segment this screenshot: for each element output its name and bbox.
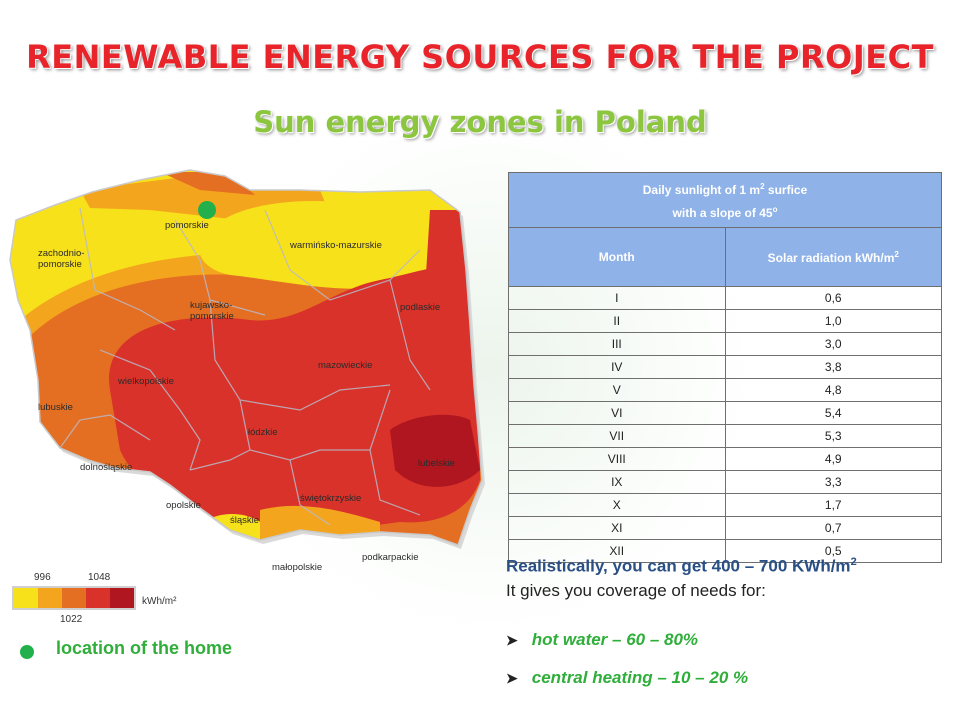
month-cell: IX <box>508 470 726 494</box>
column-header-radiation: Solar radiation kWh/m2 <box>724 227 942 287</box>
region-label: lubuskie <box>38 402 73 413</box>
region-label: opolskie <box>166 500 201 511</box>
map-legend: 996 1048 1022 kWh/m² <box>8 568 218 628</box>
month-cell: III <box>508 332 726 356</box>
table-row: III 3,0 <box>508 332 942 356</box>
table-row: VII 5,3 <box>508 424 942 448</box>
radiation-cell: 0,7 <box>724 516 942 540</box>
region-label: podkarpackie <box>362 552 419 563</box>
info-block: Realistically, you can get 400 – 700 KWh… <box>506 556 946 601</box>
list-item-text: central heating – 10 – 20 % <box>531 668 749 687</box>
home-location-marker <box>198 201 216 219</box>
month-cell: I <box>508 286 726 310</box>
region-label: pomorskie <box>165 220 209 231</box>
region-label: wielkopolskie <box>117 376 174 387</box>
realistic-yield-text: Realistically, you can get 400 – 700 KWh… <box>506 556 857 576</box>
legend-value-996: 996 <box>34 572 51 583</box>
list-item: ➤ central heating – 10 – 20 % <box>506 666 946 690</box>
arrow-bullet-icon: ➤ <box>506 669 518 686</box>
list-item-text: hot water – 60 – 80% <box>531 630 699 649</box>
table-row: VIII 4,9 <box>508 447 942 471</box>
location-legend-label: location of the home <box>56 638 233 658</box>
region-label: kujawsko- <box>190 300 232 311</box>
region-label: warmińsko-mazurskie <box>289 240 382 251</box>
radiation-cell: 0,6 <box>724 286 942 310</box>
table-row: XI 0,7 <box>508 516 942 540</box>
month-cell: IV <box>508 355 726 379</box>
table-row: XII 0,5 <box>508 539 942 563</box>
radiation-cell: 1,0 <box>724 309 942 333</box>
solar-radiation-table: Daily sunlight of 1 m2 surfice with a sl… <box>508 172 942 563</box>
arrow-bullet-icon: ➤ <box>506 631 518 648</box>
radiation-cell: 3,8 <box>724 355 942 379</box>
table-row: V 4,8 <box>508 378 942 402</box>
table-row: I 0,6 <box>508 286 942 310</box>
radiation-cell: 4,9 <box>724 447 942 471</box>
radiation-cell: 5,3 <box>724 424 942 448</box>
region-label: zachodnio- <box>38 248 84 259</box>
home-dot-icon <box>20 644 34 659</box>
month-cell: VII <box>508 424 726 448</box>
region-label: podlaskie <box>400 302 440 313</box>
location-legend: location of the home <box>20 638 232 659</box>
legend-value-1022: 1022 <box>60 614 83 625</box>
page-subtitle: Sun energy zones in Poland <box>253 105 707 139</box>
radiation-cell: 3,0 <box>724 332 942 356</box>
radiation-cell: 3,3 <box>724 470 942 494</box>
table-row: VI 5,4 <box>508 401 942 425</box>
region-label: śląskie <box>230 515 259 526</box>
region-label: świętokrzyskie <box>300 493 361 504</box>
coverage-list: ➤ hot water – 60 – 80% ➤ central heating… <box>506 628 946 704</box>
table-row: II 1,0 <box>508 309 942 333</box>
table-title: Daily sunlight of 1 m2 surfice with a sl… <box>508 172 942 228</box>
list-item: ➤ hot water – 60 – 80% <box>506 628 946 652</box>
table-row: IX 3,3 <box>508 470 942 494</box>
table-row: IV 3,8 <box>508 355 942 379</box>
region-label: pomorskie <box>190 311 234 322</box>
poland-solar-map: pomorskie zachodnio- pomorskie warmińsko… <box>0 150 500 620</box>
page-title: RENEWABLE ENERGY SOURCES FOR THE PROJECT <box>26 38 934 76</box>
month-cell: VI <box>508 401 726 425</box>
month-cell: II <box>508 309 726 333</box>
legend-value-1048: 1048 <box>88 572 111 583</box>
month-cell: V <box>508 378 726 402</box>
column-header-month: Month <box>508 227 726 287</box>
radiation-cell: 1,7 <box>724 493 942 517</box>
region-label: pomorskie <box>38 259 82 270</box>
radiation-cell: 5,4 <box>724 401 942 425</box>
region-label: łódzkie <box>248 427 278 438</box>
radiation-cell: 4,8 <box>724 378 942 402</box>
coverage-intro-text: It gives you coverage of needs for: <box>506 580 766 600</box>
month-cell: XI <box>508 516 726 540</box>
table-row: X 1,7 <box>508 493 942 517</box>
month-cell: VIII <box>508 447 726 471</box>
legend-unit: kWh/m² <box>142 596 177 607</box>
region-label: małopolskie <box>272 562 322 573</box>
region-label: dolnośląskie <box>80 462 132 473</box>
month-cell: X <box>508 493 726 517</box>
month-cell: XII <box>508 539 726 563</box>
region-label: lubelskie <box>418 458 455 469</box>
region-label: mazowieckie <box>318 360 372 371</box>
radiation-cell: 0,5 <box>724 539 942 563</box>
